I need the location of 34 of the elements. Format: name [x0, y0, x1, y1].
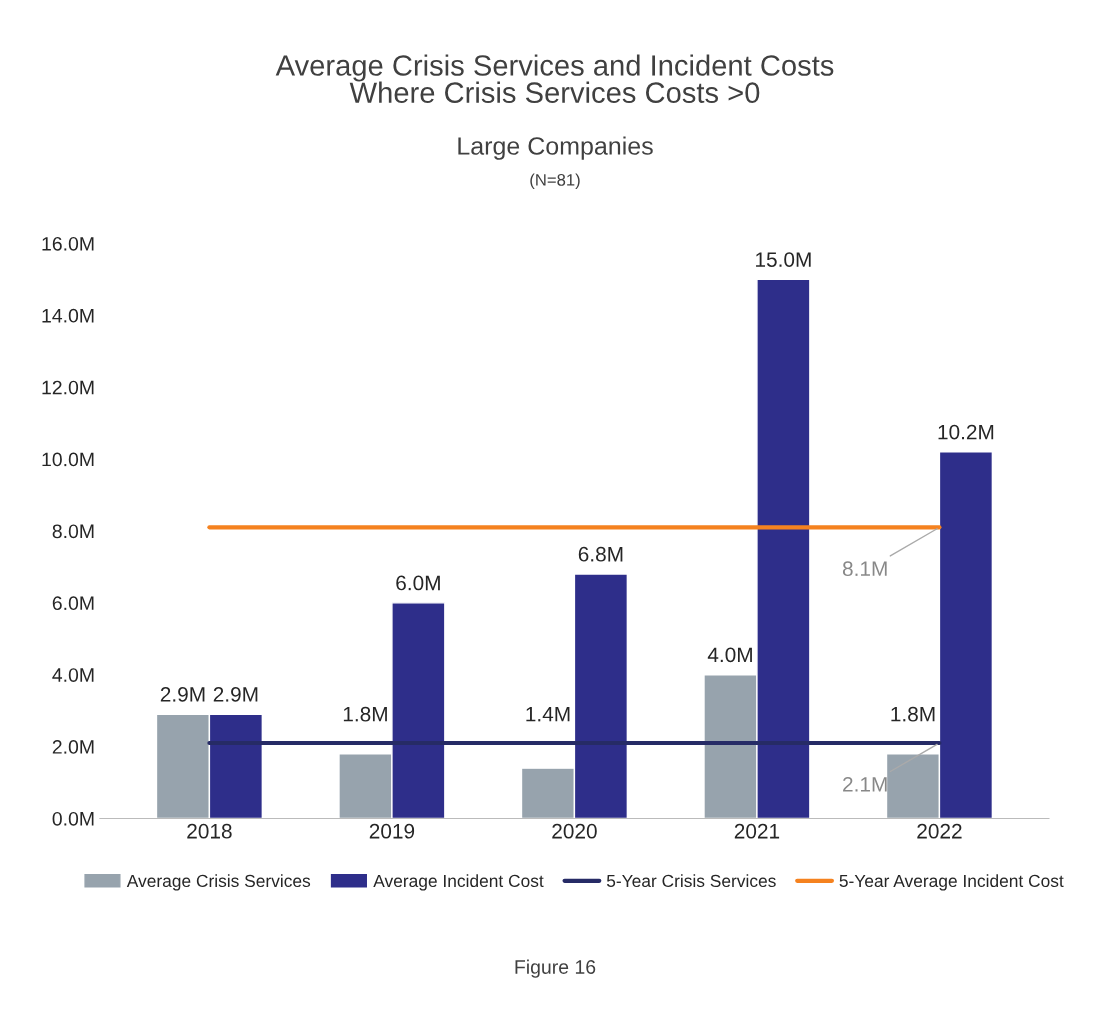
y-tick-label: 10.0M [42, 452, 94, 467]
x-tick-label: 2022 [917, 823, 962, 839]
y-tick-label: 12.0M [42, 380, 94, 395]
y-tick-label: 6.0M [52, 596, 94, 611]
y-tick-label: 14.0M [42, 308, 94, 323]
legend-label: Average Incident Cost [373, 874, 544, 891]
legend-label: 5-Year Average Incident Cost [839, 874, 1064, 891]
chart-title: Average Crisis Services and Incident Costs Where Crisis Services Costs >0 [275, 54, 834, 104]
x-tick-label: 2020 [552, 823, 597, 839]
y-tick-label: 2.0M [52, 740, 94, 754]
data-label: 4.0M [707, 647, 752, 663]
data-label: 2.9M [213, 687, 258, 702]
y-tick-label: 8.0M [52, 524, 94, 539]
data-label: 2.9M [160, 687, 205, 702]
x-tick-label: 2019 [369, 823, 415, 839]
chart-subtitle: Large Companies [458, 136, 653, 160]
legend-label: Average Crisis Services [126, 874, 311, 891]
data-label: 10.2M [938, 424, 994, 440]
x-tick-label: 2018 [187, 823, 232, 839]
data-label: 6.8M [578, 546, 623, 562]
legend-label: 5-Year Crisis Services [606, 874, 776, 888]
y-tick-label: 16.0M [42, 236, 94, 251]
y-tick-label: 4.0M [52, 668, 94, 682]
data-label: 1.8M [343, 706, 387, 722]
data-label: 1.4M [526, 707, 570, 722]
caption: Figure 16 [515, 959, 596, 978]
x-tick-label: 2021 [734, 823, 780, 839]
y-tick-label: 0.0M [52, 811, 94, 826]
data-label: 15.0M [756, 252, 811, 267]
annotation: 2.1M [843, 776, 887, 792]
data-label: 6.0M [396, 575, 440, 591]
text: (N=81) [530, 173, 580, 190]
data-label: 1.8M [891, 706, 935, 722]
annotation: 8.1M [842, 561, 887, 577]
